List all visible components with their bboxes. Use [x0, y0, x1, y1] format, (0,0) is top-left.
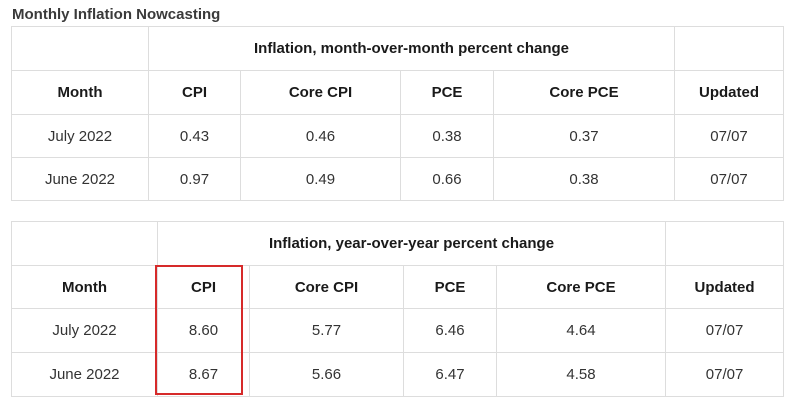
yoy-col-updated: Updated — [665, 265, 785, 309]
core-pce-cell: 4.58 — [495, 352, 667, 397]
yoy-column-header-row: Month CPI Core CPI PCE Core PCE Updated — [11, 265, 785, 309]
core-cpi-cell: 5.77 — [249, 308, 404, 353]
cpi-cell: 8.60 — [157, 308, 250, 353]
yoy-blank-cell-left — [11, 221, 158, 266]
page-title: Monthly Inflation Nowcasting — [12, 6, 221, 23]
mom-group-header: Inflation, month-over-month percent chan… — [147, 26, 676, 71]
core-pce-cell: 0.38 — [492, 157, 676, 201]
month-cell: June 2022 — [11, 352, 158, 397]
yoy-group-header-row: Inflation, year-over-year percent change — [11, 221, 785, 266]
core-cpi-cell: 0.46 — [240, 114, 401, 158]
month-cell: July 2022 — [11, 308, 158, 353]
pce-cell: 0.38 — [400, 114, 494, 158]
month-cell: July 2022 — [11, 114, 149, 158]
mom-col-month: Month — [11, 70, 149, 115]
pce-cell: 6.46 — [403, 308, 497, 353]
table-row: July 2022 8.60 5.77 6.46 4.64 07/07 — [11, 308, 785, 353]
mom-column-header-row: Month CPI Core CPI PCE Core PCE Updated — [11, 70, 785, 115]
mom-col-pce: PCE — [400, 70, 494, 115]
mom-col-core-pce: Core PCE — [492, 70, 676, 115]
yoy-col-month: Month — [11, 265, 158, 309]
yoy-blank-cell-right — [665, 221, 785, 266]
updated-cell: 07/07 — [674, 157, 785, 201]
core-pce-cell: 0.37 — [492, 114, 676, 158]
yoy-col-cpi: CPI — [157, 265, 250, 309]
cpi-cell: 0.43 — [148, 114, 241, 158]
updated-cell: 07/07 — [665, 308, 785, 353]
table-row: June 2022 8.67 5.66 6.47 4.58 07/07 — [11, 352, 785, 397]
month-cell: June 2022 — [11, 157, 149, 201]
yoy-group-header: Inflation, year-over-year percent change — [156, 221, 667, 266]
mom-group-header-row: Inflation, month-over-month percent chan… — [11, 26, 785, 71]
updated-cell: 07/07 — [665, 352, 785, 397]
mom-col-core-cpi: Core CPI — [240, 70, 401, 115]
core-cpi-cell: 5.66 — [249, 352, 404, 397]
mom-inflation-table: Inflation, month-over-month percent chan… — [11, 26, 785, 201]
updated-cell: 07/07 — [674, 114, 785, 158]
pce-cell: 6.47 — [403, 352, 497, 397]
yoy-col-core-pce: Core PCE — [495, 265, 667, 309]
cpi-cell: 8.67 — [157, 352, 250, 397]
yoy-col-core-cpi: Core CPI — [249, 265, 404, 309]
core-pce-cell: 4.64 — [495, 308, 667, 353]
mom-blank-cell-left — [11, 26, 149, 71]
table-row: June 2022 0.97 0.49 0.66 0.38 07/07 — [11, 157, 785, 201]
pce-cell: 0.66 — [400, 157, 494, 201]
mom-col-updated: Updated — [674, 70, 785, 115]
core-cpi-cell: 0.49 — [240, 157, 401, 201]
mom-col-cpi: CPI — [148, 70, 241, 115]
table-row: July 2022 0.43 0.46 0.38 0.37 07/07 — [11, 114, 785, 158]
mom-blank-cell-right — [674, 26, 785, 71]
yoy-col-pce: PCE — [403, 265, 497, 309]
cpi-cell: 0.97 — [148, 157, 241, 201]
yoy-inflation-table: Inflation, year-over-year percent change… — [11, 221, 785, 397]
